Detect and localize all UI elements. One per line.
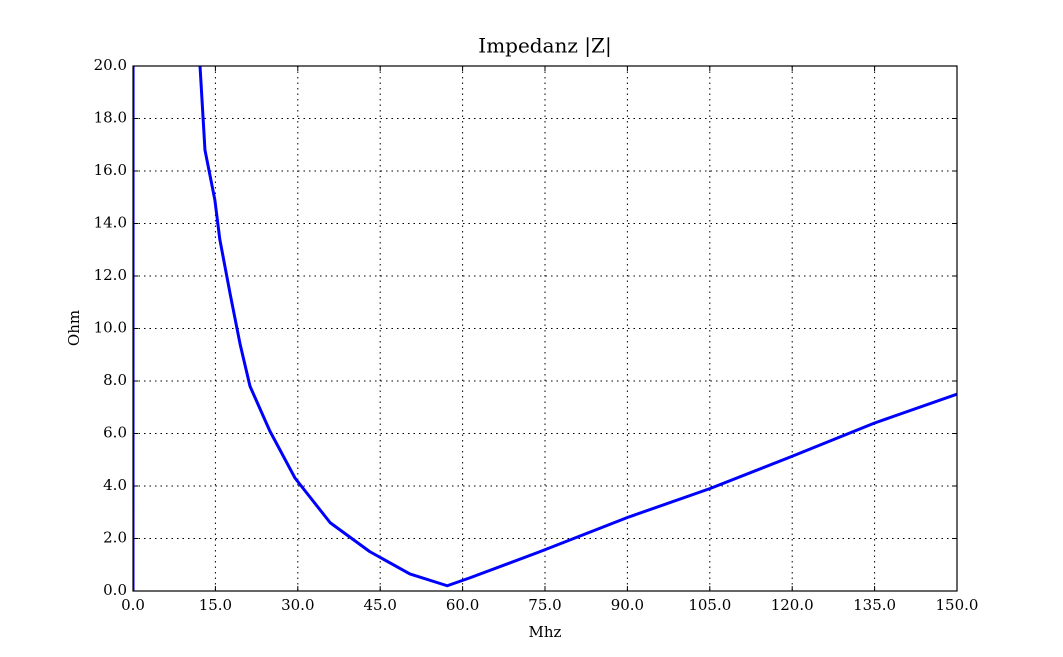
y-tick-label: 4.0	[103, 476, 127, 494]
x-tick-label: 90.0	[611, 596, 644, 614]
y-tick-label: 12.0	[94, 266, 127, 284]
x-tick-label: 105.0	[688, 596, 731, 614]
plot-area	[133, 66, 957, 591]
x-tick-label: 45.0	[363, 596, 396, 614]
grid	[132, 65, 958, 592]
y-tick-label: 10.0	[94, 319, 127, 337]
x-tick-label: 135.0	[853, 596, 896, 614]
x-axis-label: Mhz	[529, 623, 562, 641]
y-tick-label: 2.0	[103, 529, 127, 547]
y-tick-label: 0.0	[103, 581, 127, 599]
x-tick-label: 15.0	[199, 596, 232, 614]
x-tick-label: 60.0	[446, 596, 479, 614]
x-tick-label: 120.0	[771, 596, 814, 614]
y-tick-label: 8.0	[103, 371, 127, 389]
x-tick-label: 30.0	[281, 596, 314, 614]
x-tick-label: 150.0	[936, 596, 979, 614]
x-tick-label: 0.0	[121, 596, 145, 614]
y-axis-label: Ohm	[65, 310, 83, 346]
chart-title: Impedanz |Z|	[478, 34, 611, 59]
y-tick-label: 20.0	[94, 56, 127, 74]
line-series	[133, 66, 957, 591]
y-tick-label: 14.0	[94, 214, 127, 232]
x-tick-label: 75.0	[528, 596, 561, 614]
y-tick-label: 18.0	[94, 109, 127, 127]
y-tick-label: 16.0	[94, 161, 127, 179]
y-tick-label: 6.0	[103, 424, 127, 442]
